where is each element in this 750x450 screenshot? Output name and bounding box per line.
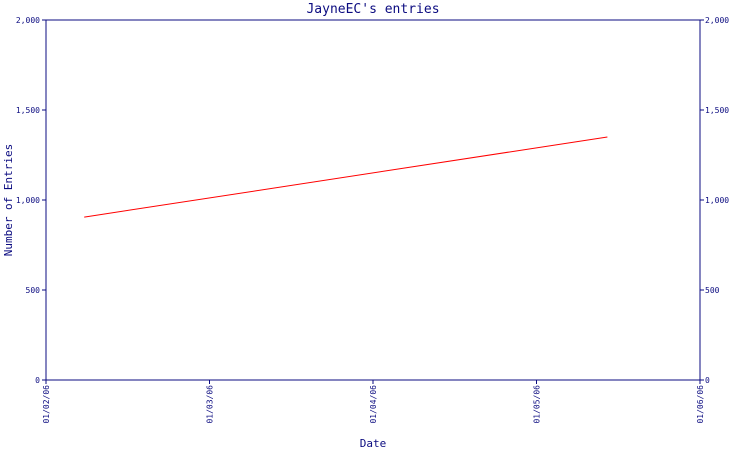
x-axis: 01/02/06 01/03/06 01/04/06 01/05/06 01/06/06 <box>42 380 705 424</box>
series-line <box>84 136 608 218</box>
x-tick-label: 01/02/06 <box>42 385 51 424</box>
y-tick-label: 500 <box>26 286 41 295</box>
x-tick-label: 01/05/06 <box>533 385 542 424</box>
chart-title: JayneEC's entries <box>306 2 439 17</box>
x-tick-label: 01/06/06 <box>696 385 705 424</box>
series-layer <box>84 136 608 218</box>
y-tick-label: 2,000 <box>16 16 40 25</box>
y-tick-label: 1,000 <box>16 196 40 205</box>
y-tick-label-right: 0 <box>705 376 710 385</box>
y-axis-left: 0 500 1,000 1,500 2,000 <box>16 16 46 385</box>
y-tick-label-right: 500 <box>705 286 720 295</box>
x-tick-label: 01/04/06 <box>369 385 378 424</box>
y-tick-label-right: 1,000 <box>705 196 729 205</box>
x-tick-label: 01/03/06 <box>206 385 215 424</box>
y-tick-label-right: 2,000 <box>705 16 729 25</box>
y-tick-label: 1,500 <box>16 106 40 115</box>
plot-frame <box>45 19 701 381</box>
y-axis-title: Number of Entries <box>2 144 15 257</box>
x-axis-title: Date <box>360 437 387 450</box>
y-axis-right: 0 500 1,000 1,500 2,000 <box>700 16 729 385</box>
y-tick-label-right: 1,500 <box>705 106 729 115</box>
y-tick-label: 0 <box>35 376 40 385</box>
